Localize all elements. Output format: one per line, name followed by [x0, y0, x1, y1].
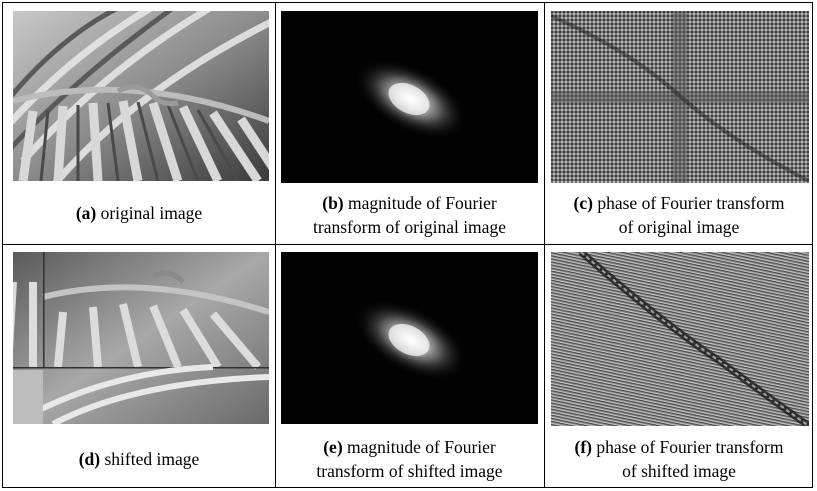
caption-f: (f) phase of Fourier transform of shifte… — [544, 435, 814, 483]
caption-c: (c) phase of Fourier transform of origin… — [544, 191, 814, 239]
caption-d-text: shifted image — [104, 449, 200, 469]
caption-e-line2: transform of shifted image — [316, 461, 503, 481]
caption-a-text: original image — [100, 203, 203, 223]
caption-a: (a) original image — [3, 201, 275, 225]
caption-d: (d) shifted image — [3, 447, 275, 471]
caption-a-label: (a) — [75, 203, 97, 223]
fourier-phase-original-image — [551, 11, 809, 183]
caption-c-line2: of original image — [618, 217, 740, 237]
row-divider — [3, 244, 812, 245]
column-divider — [544, 3, 545, 487]
caption-e-label: (e) — [323, 437, 343, 457]
caption-b-line1: magnitude of Fourier — [348, 193, 497, 213]
caption-e: (e) magnitude of Fourier transform of sh… — [275, 435, 544, 483]
fourier-phase-shifted-image — [551, 252, 809, 426]
caption-d-label: (d) — [78, 449, 101, 469]
caption-c-line1: phase of Fourier transform — [597, 193, 785, 213]
caption-c-label: (c) — [573, 193, 593, 213]
fourier-magnitude-shifted-image — [281, 252, 538, 424]
caption-f-line1: phase of Fourier transform — [596, 437, 784, 457]
caption-e-line1: magnitude of Fourier — [347, 437, 496, 457]
shifted-palm-image — [13, 252, 269, 424]
caption-b-label: (b) — [322, 193, 344, 213]
fourier-magnitude-original-image — [281, 11, 538, 183]
caption-f-line2: of shifted image — [622, 461, 736, 481]
caption-b-line2: transform of original image — [313, 217, 506, 237]
caption-b: (b) magnitude of Fourier transform of or… — [275, 191, 544, 239]
column-divider — [275, 3, 276, 487]
original-palm-image — [13, 11, 269, 181]
caption-f-label: (f) — [574, 437, 592, 457]
